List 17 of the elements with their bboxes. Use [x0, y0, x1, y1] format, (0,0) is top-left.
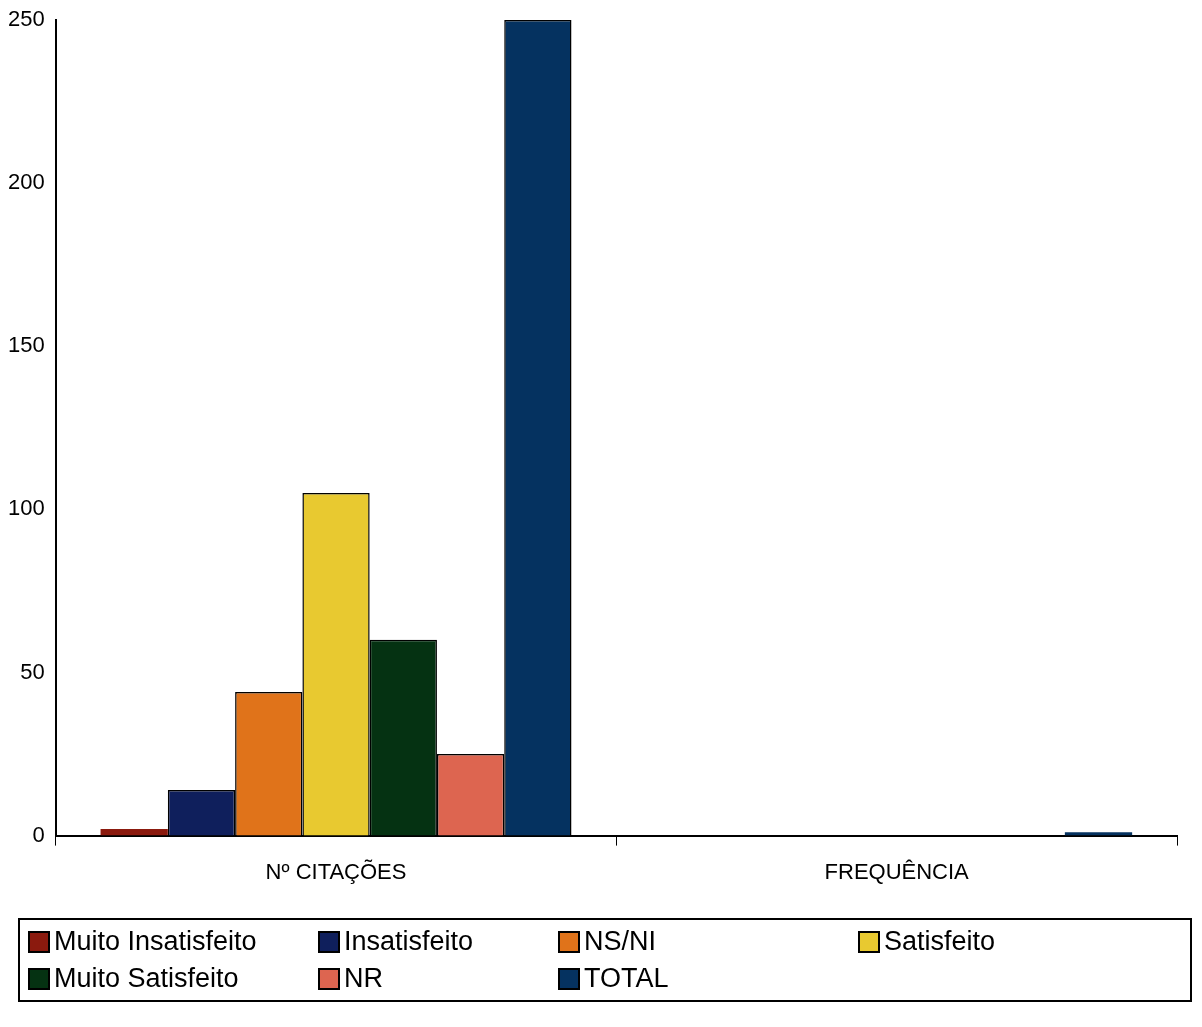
- legend-label: TOTAL: [584, 963, 669, 994]
- legend-label: Insatisfeito: [344, 926, 474, 957]
- bar: [1064, 832, 1133, 836]
- y-tick-label: 50: [20, 658, 45, 684]
- legend-label: Muito Satisfeito: [54, 963, 239, 994]
- legend-label: NS/NI: [584, 926, 657, 957]
- y-tick-label: 150: [7, 332, 45, 358]
- y-tick-label: 200: [7, 169, 45, 195]
- legend-label: Muito Insatisfeito: [54, 926, 257, 957]
- legend-label: Satisfeito: [884, 926, 996, 957]
- y-tick-label: 250: [7, 6, 45, 32]
- x-tick-label: FREQUÊNCIA: [824, 858, 970, 884]
- x-tick-label: Nº CITAÇÕES: [265, 858, 407, 884]
- legend-label: NR: [344, 963, 383, 994]
- y-tick-label: 0: [32, 821, 45, 847]
- bar: [100, 829, 168, 836]
- y-tick-label: 100: [7, 495, 45, 521]
